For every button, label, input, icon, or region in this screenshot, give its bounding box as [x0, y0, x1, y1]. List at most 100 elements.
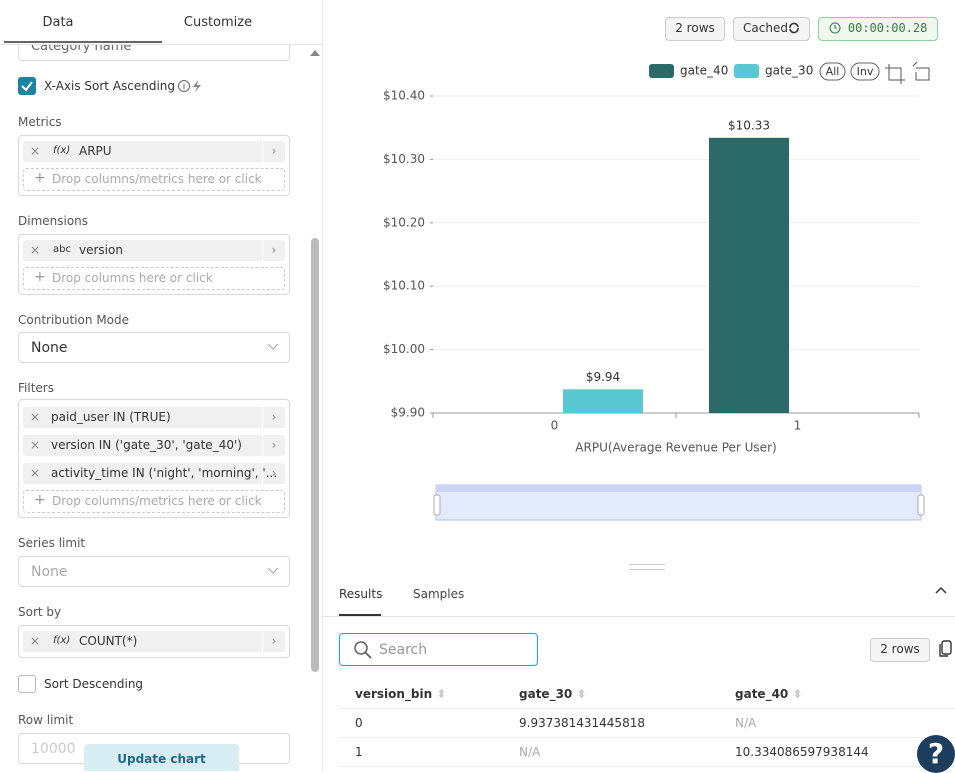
search-placeholder: Search	[379, 642, 428, 658]
tab[interactable]: Results	[339, 587, 383, 601]
resize-handle[interactable]	[629, 564, 665, 570]
zoom-icon[interactable]	[885, 64, 905, 84]
y-tick-label: $10.40	[383, 89, 425, 103]
chip-arrow: ›	[262, 141, 285, 162]
cell: N/A	[519, 737, 735, 767]
sort-icon: ⬍	[792, 687, 803, 701]
drop-text: Drop columns/metrics here or click	[52, 172, 262, 186]
legend-button[interactable]	[819, 62, 846, 81]
check-icon	[21, 81, 33, 92]
chevron	[267, 567, 279, 574]
section-label: Sort by	[18, 605, 62, 619]
y-tick-label: $9.90	[391, 406, 425, 420]
y-tick-label: $10.00	[383, 342, 425, 356]
type-icon: abc	[53, 244, 71, 255]
drop-zone[interactable]: + Drop columns here or click	[23, 267, 285, 290]
bar	[709, 137, 789, 413]
column-header[interactable]: version_bin ⬍	[339, 680, 519, 709]
x-axis-title: ARPU(Average Revenue Per User)	[575, 441, 776, 455]
select[interactable]: None	[18, 556, 290, 587]
results-table: version_bin ⬍ gate_30 ⬍ gate_40 ⬍ 0 9.937…	[339, 680, 955, 767]
drop-zone[interactable]: + Drop columns/metrics here or click	[23, 490, 285, 513]
collapse-icon[interactable]	[935, 586, 947, 594]
chip-arrow: ›	[262, 463, 285, 484]
select[interactable]: None	[18, 332, 290, 363]
data-label: $9.94	[586, 370, 620, 384]
cell: 1	[339, 737, 519, 767]
checkbox-checked[interactable]	[18, 77, 36, 95]
chart: $9.90 $10.00 $10.10 $10.20 $10.30 $10.40 0 1 ARP…	[383, 61, 930, 521]
update-chart-button[interactable]: Update chart	[84, 744, 239, 771]
chip-text: activity_time IN ('night', 'morning', '.…	[51, 466, 278, 480]
chip[interactable]: × paid_user IN (TRUE) ›	[23, 407, 285, 428]
drop-zone[interactable]: + Drop columns/metrics here or click	[23, 168, 285, 191]
chip-arrow: ›	[262, 631, 285, 652]
legend-button-label: Inv	[857, 65, 874, 78]
tab[interactable]: Data	[42, 15, 74, 30]
type-icon: f(x)	[53, 145, 71, 156]
search-input[interactable]: Search	[339, 633, 538, 666]
zoom-handle[interactable]	[433, 494, 441, 516]
legend-label[interactable]: gate_30	[765, 64, 813, 78]
scroll-arrow	[310, 50, 320, 56]
checkbox-label: Sort Descending	[44, 677, 144, 691]
select[interactable]: Category name	[18, 45, 290, 61]
cell: N/A	[735, 708, 955, 738]
section-label: Dimensions	[18, 214, 89, 228]
chip-text: paid_user IN (TRUE)	[51, 410, 171, 424]
y-tick-label: $10.30	[383, 152, 425, 166]
legend-label[interactable]: gate_40	[680, 64, 728, 78]
copy-icon[interactable]	[938, 640, 952, 658]
chip[interactable]: × abc version ›	[23, 240, 285, 261]
zoom-slider-top	[436, 485, 921, 492]
type-icon: f(x)	[53, 635, 71, 646]
help-button[interactable]: ?	[917, 735, 955, 773]
column-header[interactable]: gate_40 ⬍	[735, 680, 955, 709]
sort-icon: ⬍	[436, 687, 447, 701]
header-text: version_bin	[355, 687, 433, 701]
zoom-handle[interactable]	[917, 494, 925, 516]
tab[interactable]: Customize	[183, 15, 253, 30]
control-panel: Category name X-Axis Sort Ascending Metr…	[0, 0, 323, 771]
remove-icon: ×	[30, 410, 41, 424]
header-text: gate_30	[519, 687, 573, 701]
drop-text: Drop columns here or click	[52, 271, 213, 285]
checkbox[interactable]	[18, 675, 36, 693]
tab[interactable]: Samples	[413, 587, 465, 601]
legend-button[interactable]	[850, 62, 880, 81]
timer-badge: 00:00:00.28	[818, 17, 938, 41]
legend-swatch[interactable]	[649, 64, 674, 78]
scrollbar	[311, 238, 319, 672]
row: 0 9.937381431445818 N/A	[339, 708, 955, 738]
x-tick-label: 1	[794, 419, 802, 433]
chip-text: version	[79, 243, 123, 257]
chip[interactable]: × version IN ('gate_30', 'gate_40') ›	[23, 435, 285, 456]
chip[interactable]: × f(x) ARPU ›	[23, 141, 285, 162]
legend-swatch[interactable]	[734, 64, 759, 78]
chip-arrow: ›	[262, 435, 285, 456]
cached-badge[interactable]: Cached	[733, 17, 810, 41]
y-tick-label: $10.10	[383, 279, 425, 293]
chip[interactable]: × activity_time IN ('night', 'morning', '…	[23, 463, 285, 484]
timer-text: 00:00:00.28	[847, 21, 928, 35]
remove-icon: ×	[30, 243, 41, 257]
clock-icon	[829, 22, 841, 34]
tab-divider	[323, 616, 955, 617]
plus: +	[34, 492, 46, 508]
chip-arrow: ›	[262, 240, 285, 261]
legend-button-label: All	[826, 65, 840, 78]
row: 1 N/A 10.334086597938144	[339, 737, 955, 767]
header-text: gate_40	[735, 687, 789, 701]
section-label: Row limit	[18, 713, 74, 727]
column-header[interactable]: gate_30 ⬍	[519, 680, 735, 709]
chip[interactable]: × f(x) COUNT(*) ›	[23, 631, 285, 652]
remove-icon: ×	[30, 634, 41, 648]
chip-text: ARPU	[79, 144, 112, 158]
remove-icon: ×	[30, 466, 41, 480]
reset-icon[interactable]	[912, 61, 930, 81]
select-value: Category name	[31, 45, 132, 54]
sort-icon: ⬍	[576, 687, 587, 701]
rows-badge: 2 rows	[870, 638, 930, 662]
select-value: None	[31, 340, 68, 356]
